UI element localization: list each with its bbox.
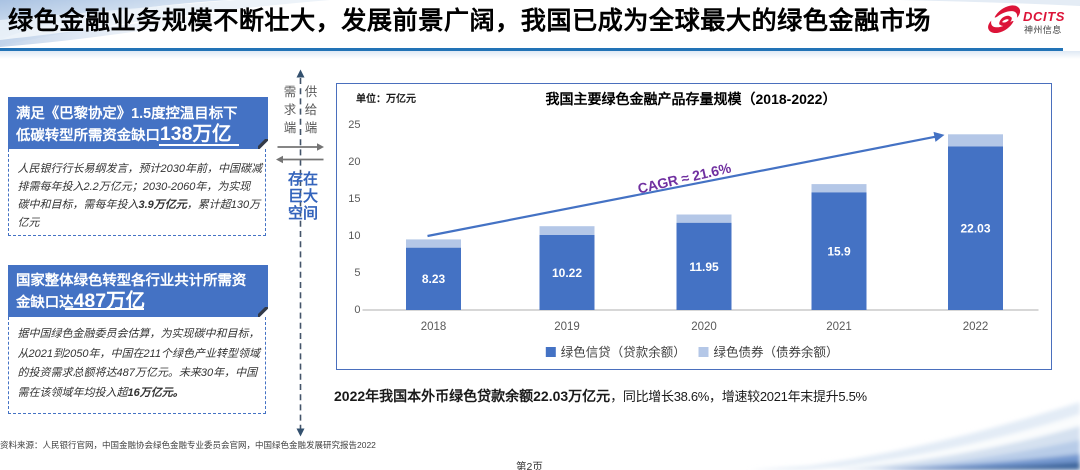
svg-text:25: 25 [348, 119, 360, 131]
svg-text:2018: 2018 [420, 321, 446, 333]
svg-text:2021: 2021 [826, 321, 852, 333]
svg-text:2020: 2020 [691, 321, 717, 333]
svg-text:2022: 2022 [962, 321, 988, 333]
svg-text:22.03: 22.03 [960, 222, 990, 236]
svg-text:20: 20 [348, 156, 360, 168]
svg-text:单位：万亿元: 单位：万亿元 [356, 92, 416, 105]
svg-text:绿色信贷（贷款余额）: 绿色信贷（贷款余额） [560, 345, 685, 360]
svg-text:CAGR ≈ 21.6%: CAGR ≈ 21.6% [636, 159, 733, 196]
svg-text:15.9: 15.9 [827, 245, 851, 259]
svg-text:5: 5 [354, 267, 360, 279]
svg-text:10.22: 10.22 [551, 266, 581, 280]
svg-text:我国主要绿色金融产品存量规模（2018-2022）: 我国主要绿色金融产品存量规模（2018-2022） [545, 91, 836, 107]
svg-text:10: 10 [348, 230, 360, 242]
svg-text:绿色债券（债券余额）: 绿色债券（债券余额） [713, 345, 838, 360]
svg-text:15: 15 [348, 193, 360, 205]
svg-text:8.23: 8.23 [421, 272, 445, 286]
svg-text:0: 0 [354, 304, 360, 316]
svg-text:2019: 2019 [554, 321, 580, 333]
svg-text:11.95: 11.95 [689, 260, 719, 274]
